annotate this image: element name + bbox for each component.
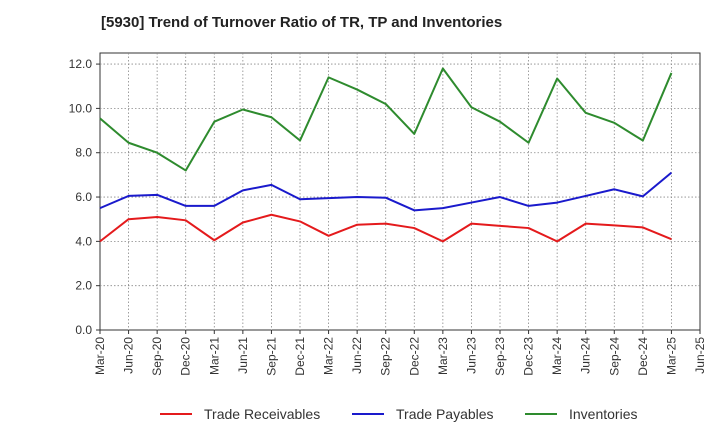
x-tick-label: Dec-21 — [293, 337, 307, 376]
x-tick-label: Mar-22 — [322, 337, 336, 375]
y-tick-label: 8.0 — [75, 146, 92, 160]
legend-swatch-green — [525, 413, 557, 415]
x-tick-label: Dec-24 — [636, 337, 650, 376]
x-tick-label: Mar-21 — [207, 337, 221, 375]
y-tick-label: 2.0 — [75, 279, 92, 293]
x-tick-label: Jun-24 — [579, 337, 593, 374]
legend-swatch-blue — [352, 413, 384, 415]
x-tick-label: Sep-20 — [150, 337, 164, 376]
legend-swatch-red — [160, 413, 192, 415]
series-line-inventories — [99, 67, 673, 172]
x-tick-label: Sep-23 — [493, 337, 507, 376]
legend-label: Inventories — [569, 406, 638, 422]
series-line-trade-receivables — [99, 213, 672, 243]
x-tick-label: Sep-22 — [379, 337, 393, 376]
chart-title: [5930] Trend of Turnover Ratio of TR, TP… — [101, 14, 503, 31]
y-tick-label: 10.0 — [69, 101, 93, 115]
y-tick-label: 4.0 — [75, 234, 92, 248]
legend-item-trade-receivables: Trade Receivables — [160, 404, 320, 424]
x-tick-label: Jun-20 — [122, 337, 136, 374]
x-tick-label: Jun-22 — [350, 337, 364, 374]
legend-label: Trade Payables — [396, 406, 494, 422]
legend-item-trade-payables: Trade Payables — [352, 404, 494, 424]
x-tick-label: Jun-21 — [236, 337, 250, 374]
legend: Trade Receivables Trade Payables Invento… — [0, 404, 720, 424]
x-tick-label: Sep-24 — [607, 337, 621, 376]
x-tick-label: Mar-20 — [93, 337, 107, 375]
y-tick-label: 0.0 — [75, 323, 92, 337]
x-tick-label: Dec-23 — [522, 337, 536, 376]
x-tick-label: Jun-25 — [693, 337, 707, 374]
plot-area — [99, 52, 701, 331]
x-tick-label: Dec-20 — [179, 337, 193, 376]
x-tick-label: Mar-24 — [550, 337, 564, 375]
y-tick-label: 6.0 — [75, 190, 92, 204]
x-tick-label: Jun-23 — [464, 337, 478, 374]
x-tick-label: Dec-22 — [407, 337, 421, 376]
series-line-trade-payables — [99, 171, 673, 212]
legend-label: Trade Receivables — [204, 406, 321, 422]
x-tick-label: Mar-25 — [664, 337, 678, 375]
x-tick-label: Sep-21 — [264, 337, 278, 376]
x-tick-label: Mar-23 — [436, 337, 450, 375]
legend-item-inventories: Inventories — [525, 404, 637, 424]
y-tick-label: 12.0 — [69, 57, 93, 71]
